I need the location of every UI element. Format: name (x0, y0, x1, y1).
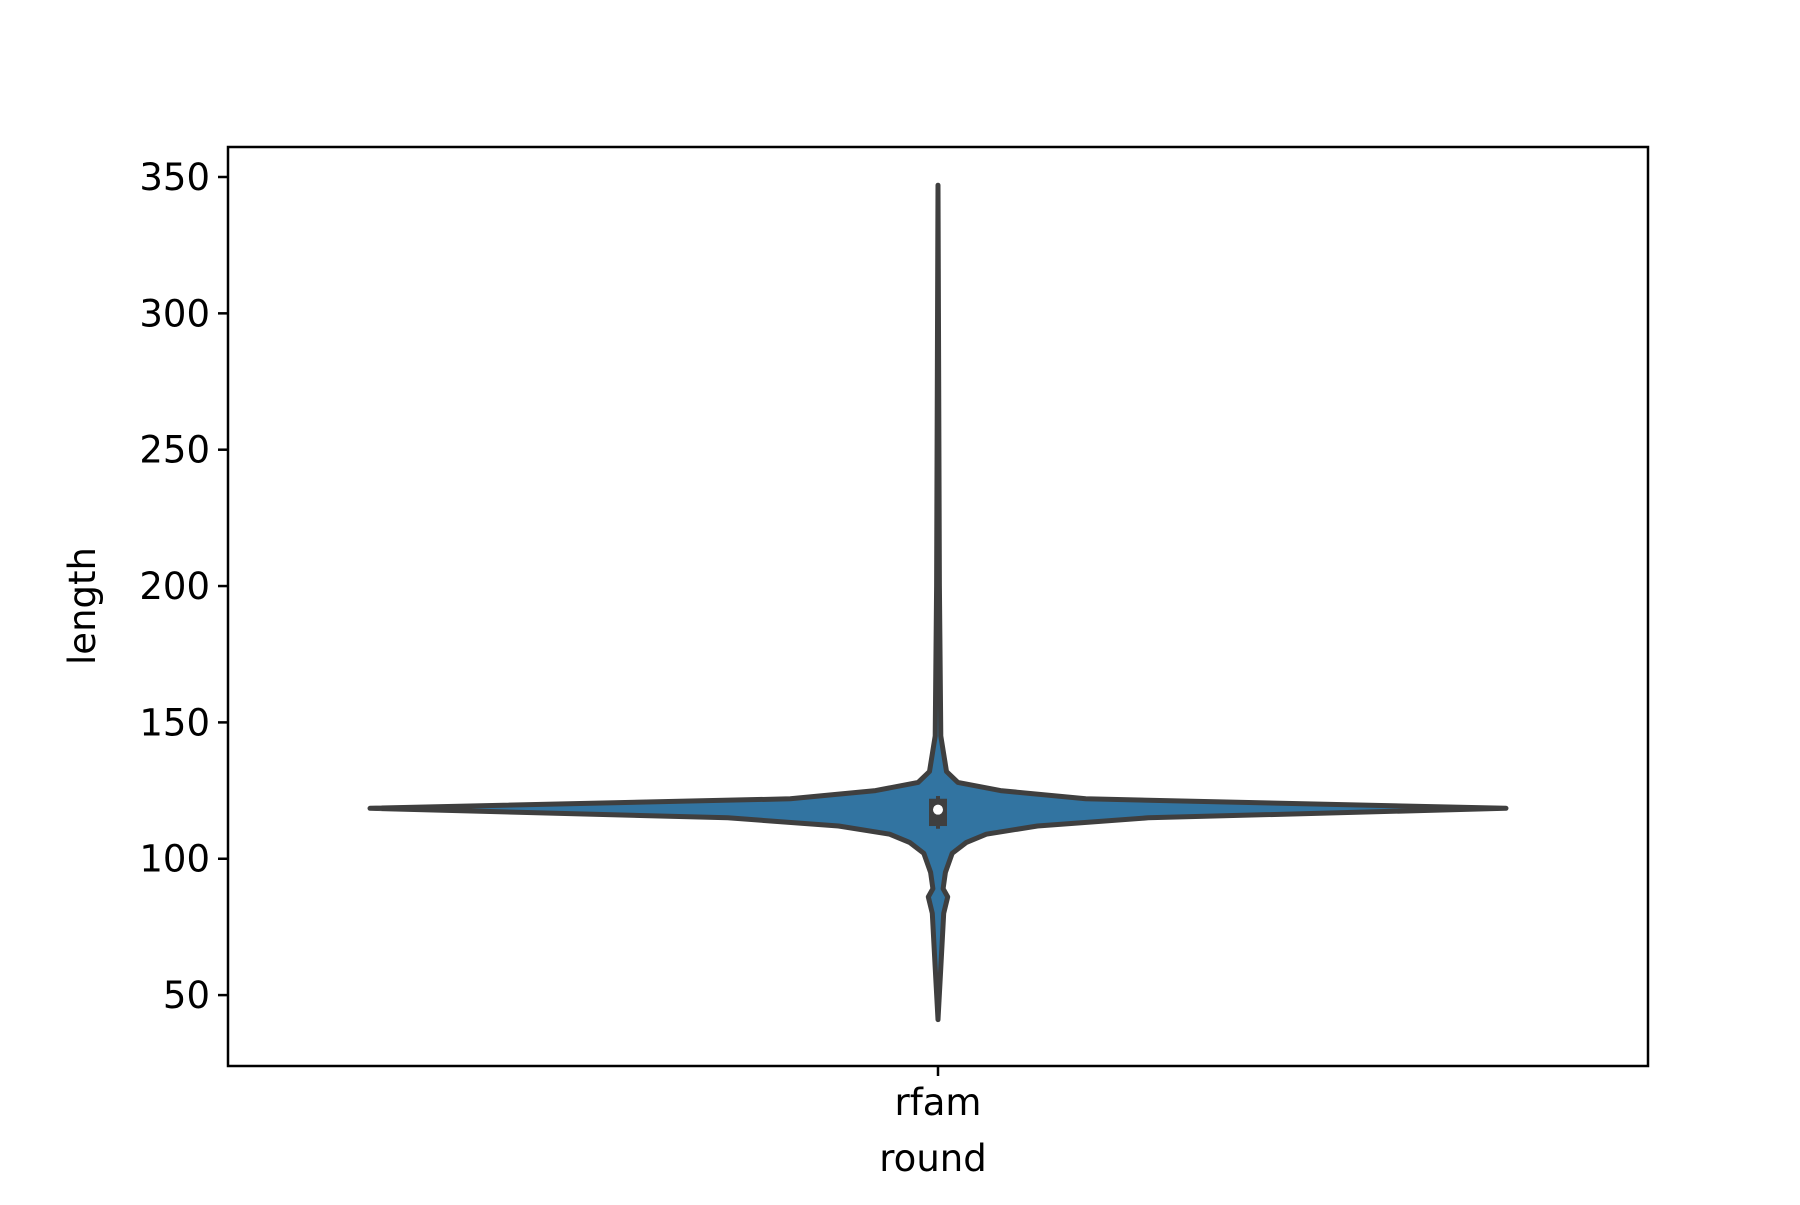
y-tick-label: 150 (139, 701, 210, 744)
x-tick-label: rfam (895, 1081, 982, 1124)
y-tick-label: 300 (139, 292, 210, 335)
y-axis-label: length (61, 547, 104, 665)
y-tick-label: 250 (139, 429, 210, 472)
x-axis: rfam (895, 1066, 982, 1124)
y-tick-label: 200 (139, 565, 210, 608)
y-axis: 50 100 150 200 250 300 350 (139, 156, 228, 1017)
y-tick-label: 100 (139, 838, 210, 881)
y-tick-label: 350 (139, 156, 210, 199)
violin-body (367, 182, 1509, 1023)
violin-layer (367, 182, 1509, 1023)
x-axis-label: round (879, 1137, 986, 1180)
median-point (933, 804, 943, 815)
y-tick-label: 50 (163, 974, 210, 1017)
